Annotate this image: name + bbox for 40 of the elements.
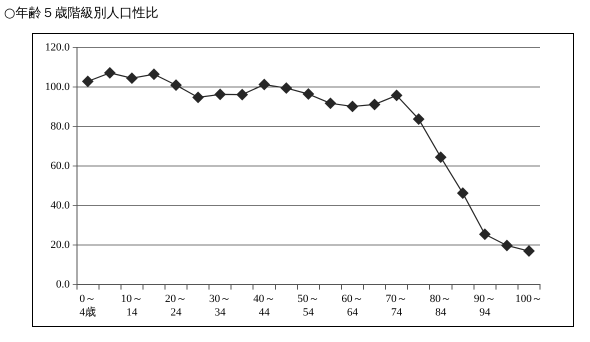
point: [236, 89, 248, 100]
point: [413, 113, 424, 125]
y-tick-label: 120.0: [45, 41, 70, 54]
y-tick-label: 100.0: [45, 80, 70, 93]
point: [192, 92, 204, 103]
point: [214, 88, 226, 100]
y-tick-label: 0.0: [56, 278, 70, 290]
y-tick-label: 20.0: [50, 238, 70, 251]
point: [324, 98, 336, 109]
x-tick-label: 100～: [515, 293, 543, 306]
y-tick-label: 60.0: [50, 160, 70, 172]
x-tick-label: 90～ 94: [474, 293, 496, 318]
x-tick-label: 60～ 64: [341, 293, 364, 318]
point: [391, 90, 402, 101]
point: [126, 72, 138, 84]
x-tick-label: 0～ 4歳: [80, 293, 96, 318]
y-tick-label: 40.0: [50, 199, 70, 212]
point: [302, 88, 314, 100]
chart-title: ○年齢５歳階級別人口性比: [4, 5, 158, 22]
point: [170, 80, 182, 91]
y-tick-label: 80.0: [50, 120, 70, 132]
point: [368, 98, 380, 110]
point: [501, 240, 513, 252]
point: [523, 245, 535, 257]
point: [258, 78, 270, 90]
x-tick-label: 10～ 14: [120, 293, 143, 318]
x-tick-label: 20～ 24: [165, 293, 188, 318]
point: [435, 152, 446, 163]
point: [104, 67, 116, 78]
point: [457, 188, 468, 199]
point: [479, 228, 490, 240]
x-tick-label: 30～ 34: [209, 293, 232, 318]
x-tick-label: 40～ 44: [253, 293, 276, 318]
x-tick-label: 70～ 74: [386, 293, 408, 318]
point: [346, 100, 358, 112]
point: [82, 76, 94, 87]
x-tick-label: 80～ 84: [430, 293, 452, 318]
x-tick-label: 50～ 54: [297, 293, 320, 318]
point: [148, 68, 160, 80]
point: [280, 82, 292, 94]
